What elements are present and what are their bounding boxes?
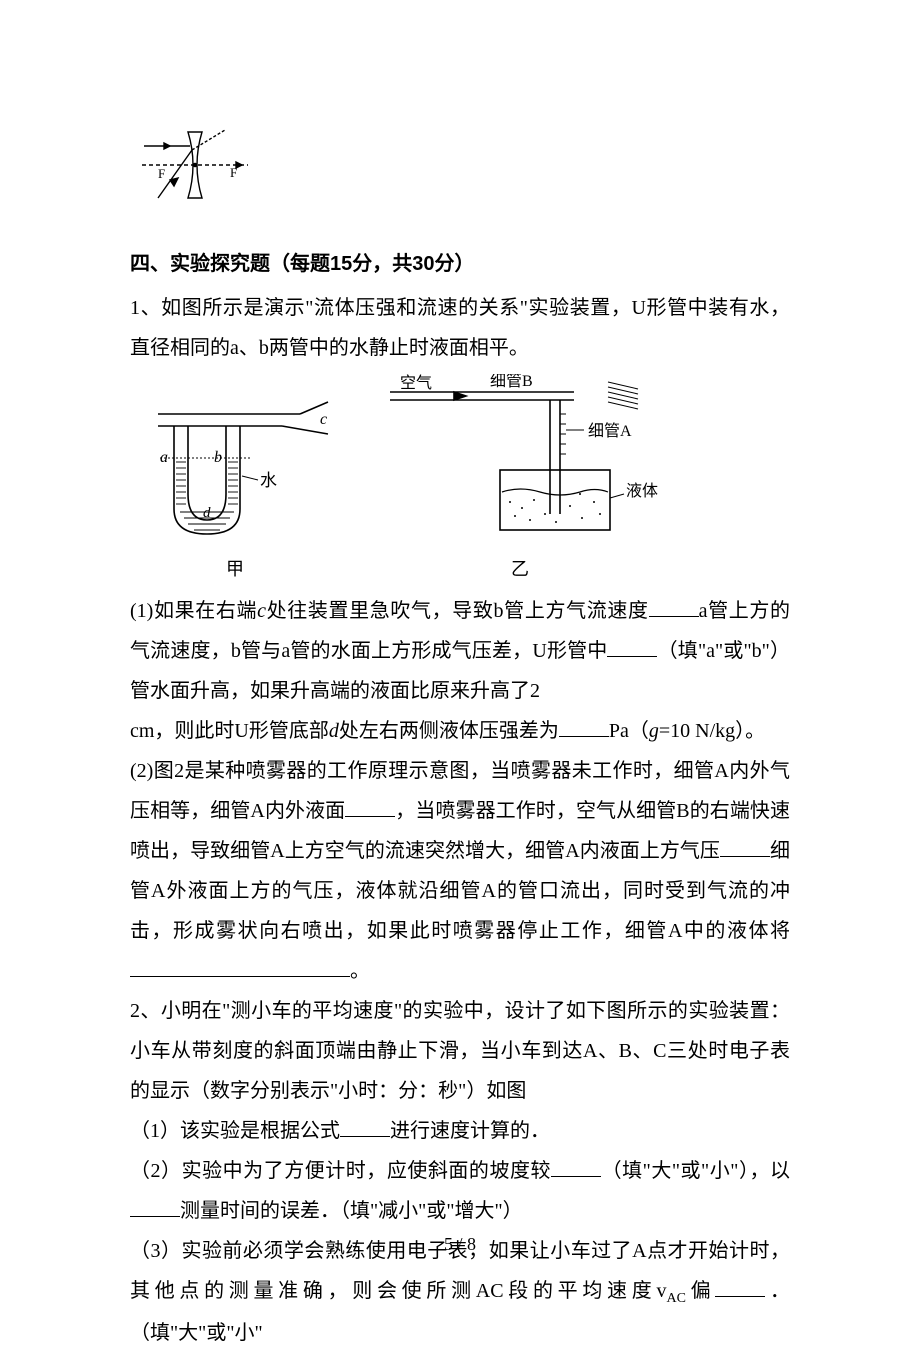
blank	[649, 593, 699, 617]
blank	[715, 1273, 765, 1297]
blank	[345, 793, 395, 817]
text: Pa（	[609, 720, 649, 742]
label-c: c	[320, 411, 327, 428]
q2-intro: 2、小明在"测小车的平均速度"的实验中，设计了如下图所示的实验装置：小车从带刻度…	[130, 991, 790, 1111]
label-tube-b: 细管B	[490, 374, 533, 390]
blank	[551, 1153, 601, 1177]
label-a: a	[160, 449, 168, 466]
lens-label-f-left: F	[158, 166, 165, 181]
caption-jia: 甲	[226, 551, 244, 587]
q1-figure-row: a b c d 水 甲	[130, 374, 790, 587]
text: 偏	[686, 1280, 715, 1302]
page-number: 5 / 8	[0, 1226, 920, 1262]
lens-label-f-right: F	[230, 165, 237, 180]
blank	[720, 833, 770, 857]
text: (1)如果在右端	[130, 600, 257, 622]
text-g: g	[649, 720, 659, 742]
label-b: b	[214, 449, 222, 466]
text: （1）该实验是根据公式	[130, 1120, 340, 1142]
text: 。	[350, 960, 370, 982]
text: 处往装置里急吹气，导致b管上方气流速度	[266, 600, 649, 622]
label-liquid: 液体	[626, 482, 658, 500]
lens-ray-diagram: F F	[140, 120, 790, 224]
text: cm，则此时U形管底部	[130, 720, 329, 742]
text: （2）实验中为了方便计时，应使斜面的坡度较	[130, 1160, 551, 1182]
label-water: 水	[260, 471, 277, 490]
q1-part2: (2)图2是某种喷雾器的工作原理示意图，当喷雾器未工作时，细管A内外气压相等，细…	[130, 751, 790, 991]
subscript-ac: AC	[666, 1291, 685, 1306]
q2-part2: （2）实验中为了方便计时，应使斜面的坡度较 （填"大"或"小"），以测量时间的误差…	[130, 1151, 790, 1231]
section-4-header: 四、实验探究题（每题15分，共30分）	[130, 244, 790, 284]
q1-intro: 1、如图所示是演示"流体压强和流速的关系"实验装置，U形管中装有水，直径相同的a…	[130, 288, 790, 368]
caption-yi: 乙	[511, 551, 529, 587]
text: 进行速度计算的．	[390, 1120, 550, 1142]
figure-jia: a b c d 水 甲	[130, 394, 340, 587]
blank	[340, 1113, 390, 1137]
q1-part1b: cm，则此时U形管底部d处左右两侧液体压强差为 Pa（g=10 N/kg）。	[130, 711, 790, 751]
text: 处左右两侧液体压强差为	[339, 720, 559, 742]
text: =10 N/kg）。	[659, 720, 765, 742]
blank	[559, 713, 609, 737]
blank	[130, 953, 350, 977]
text-d: d	[329, 720, 339, 742]
label-d: d	[203, 505, 211, 521]
text-c: c	[257, 600, 266, 622]
label-air: 空气	[400, 374, 432, 392]
text: （填"大"或"小"），以	[601, 1160, 790, 1182]
blank	[130, 1193, 180, 1217]
blank	[607, 633, 657, 657]
text: 测量时间的误差．（填"减小"或"增大"）	[180, 1200, 523, 1222]
figure-yi: 空气 细管B 细管A 液体 乙	[380, 374, 660, 587]
q2-part1: （1）该实验是根据公式 进行速度计算的．	[130, 1111, 790, 1151]
q1-part1: (1)如果在右端c处往装置里急吹气，导致b管上方气流速度a管上方的气流速度，b管…	[130, 591, 790, 711]
label-tube-a: 细管A	[588, 422, 632, 440]
